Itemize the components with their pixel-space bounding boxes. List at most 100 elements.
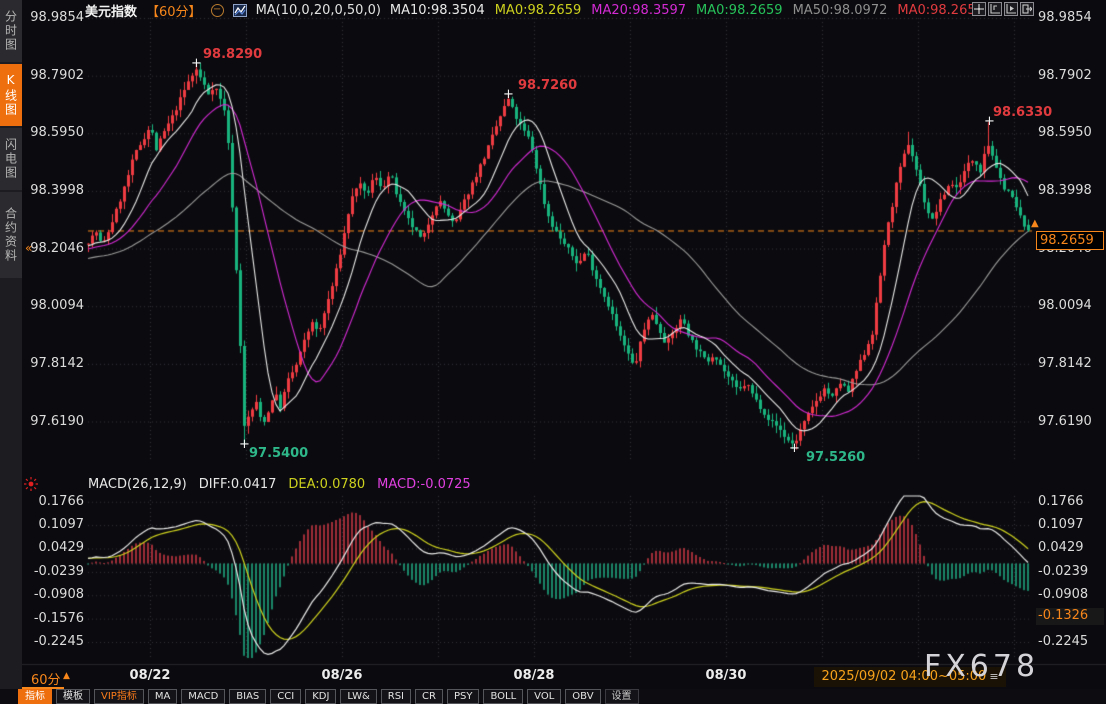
y-axis-label: 98.9854 (1038, 10, 1092, 25)
toolbar-button-CCI[interactable]: CCI (270, 689, 302, 704)
toolbar-button-BOLL[interactable]: BOLL (483, 689, 524, 704)
y-axis-label: 97.6190 (30, 413, 84, 429)
time-menu-icon: ≡ (989, 670, 999, 683)
sidebar-tab-2[interactable]: K线图 (0, 64, 22, 126)
ma-value: MA0:98.2659 (696, 2, 783, 18)
ma-value: MA0:98.2659 (897, 2, 984, 18)
sidebar-tab-4[interactable]: 合约资料 (0, 192, 22, 278)
ma-value: MA10:98.3504 (389, 2, 485, 18)
macd-macd-value: MACD:-0.0725 (377, 477, 471, 492)
macd-value-box: -0.1326 (1036, 608, 1104, 625)
x-axis-date-label: 08/26 (321, 668, 363, 683)
y-axis-label: -0.2245 (33, 634, 84, 650)
macd-dea-value: DEA:0.0780 (288, 477, 366, 492)
toolbar-button-VIP指标[interactable]: VIP指标 (94, 689, 144, 704)
period-label: 【60分】 (146, 4, 202, 20)
extreme-price-label: 97.5260 (806, 449, 866, 465)
sidebar-tab-3[interactable]: 闪电图 (0, 128, 22, 190)
toolbar-button-VOL[interactable]: VOL (527, 689, 562, 704)
y-axis-label: 0.1097 (1038, 517, 1084, 533)
y-axis-label: 98.7902 (30, 67, 84, 83)
sidebar-tab-1[interactable]: 分时图 (0, 0, 22, 62)
y-axis-label: -0.0239 (33, 563, 84, 579)
axis-play-icon[interactable] (1004, 2, 1018, 16)
collapse-minus-icon[interactable]: − (210, 3, 224, 17)
timeframe-selector[interactable]: 60分 (31, 673, 61, 688)
indicator-toolbar: 指标 模板 VIP指标 MA MACD BIAS CCI KDJ LW& RSI CR PSY BOLL… (0, 689, 1106, 704)
toolbar-button-指标[interactable]: 指标 (18, 689, 52, 704)
toolbar-button-PSY[interactable]: PSY (446, 689, 480, 704)
timeframe-arrow-icon[interactable]: ▲ (63, 671, 70, 681)
toolbar-button-LW&[interactable]: LW& (340, 689, 377, 704)
y-axis-label: 98.5950 (1038, 125, 1092, 141)
extreme-marker-icon: + (503, 86, 514, 102)
x-axis-date-label: 08/28 (513, 668, 555, 683)
ma-value: MA20:98.3597 (591, 2, 687, 18)
current-candle-time: 2025/09/02 04:00~05:00 ≡ (814, 667, 1006, 687)
toolbar-button-RSI[interactable]: RSI (380, 689, 412, 704)
extreme-marker-icon: + (239, 436, 250, 452)
chart-toolbar-icons (972, 2, 1034, 16)
extreme-price-label: 98.8290 (203, 47, 263, 63)
y-axis-label: 98.0094 (1038, 298, 1092, 314)
price-up-arrow-icon: ▲ (1031, 218, 1039, 229)
ma-value: MA50:98.0972 (792, 2, 888, 18)
y-axis-label: 0.1097 (38, 517, 85, 533)
extreme-marker-icon: + (789, 440, 800, 456)
watermark: FX678 (924, 649, 1040, 684)
toolbar-button-BIAS[interactable]: BIAS (229, 689, 267, 704)
ma-values: MA10:98.3504 MA0:98.2659 MA20:98.3597 MA0:9… (390, 3, 984, 18)
chart-header: 美元指数 【60分】 − MA(10,0,20,0,50,0) MA10:98.… (85, 2, 984, 20)
chart-type-icon[interactable] (232, 3, 247, 17)
x-axis-date-label: 08/30 (705, 668, 747, 683)
y-axis-label: 98.3998 (1038, 182, 1092, 198)
y-axis-label: 98.9854 (30, 10, 84, 25)
y-axis-label: -0.0908 (1038, 587, 1089, 603)
y-axis-label: -0.0908 (33, 587, 84, 603)
y-axis-label: 0.0429 (38, 540, 85, 556)
current-candle-time-text: 2025/09/02 04:00~05:00 (821, 669, 987, 684)
exit-chart-icon[interactable] (1020, 2, 1034, 16)
toolbar-button-MA[interactable]: MA (147, 689, 178, 704)
left-edge-price-marker: « (25, 241, 33, 255)
pan-icon[interactable] (972, 2, 986, 16)
y-axis-label: 97.6190 (1038, 413, 1092, 429)
ma-params: MA(10,0,20,0,50,0) (255, 2, 381, 18)
y-axis-label: 0.1766 (1038, 493, 1084, 509)
y-axis-label: 98.3998 (30, 182, 84, 198)
extreme-marker-icon: + (984, 114, 995, 130)
y-axis-label: 97.8142 (1038, 355, 1092, 371)
y-axis-label: 98.5950 (30, 125, 84, 141)
symbol-name: 美元指数 (85, 4, 138, 20)
toolbar-button-OBV[interactable]: OBV (565, 689, 601, 704)
macd-params: MACD(26,12,9) (88, 477, 187, 492)
macd-diff-value: DIFF:0.0417 (198, 477, 277, 492)
y-axis-label: 98.0094 (30, 298, 84, 314)
y-axis-label: 97.8142 (30, 355, 84, 371)
y-axis-label: -0.0239 (1038, 563, 1089, 579)
y-axis-label: 98.2046 (30, 240, 84, 256)
y-axis-label: 98.7902 (1038, 67, 1092, 83)
toolbar-button-设置[interactable]: 设置 (604, 689, 639, 704)
left-sidebar: 分时图 K线图 闪电图 合约资料 (0, 0, 22, 704)
y-axis-label: 0.0429 (1038, 540, 1084, 556)
extreme-price-label: 98.7260 (518, 77, 578, 93)
timeframe-underline (20, 687, 64, 689)
extreme-price-label: 97.5400 (249, 445, 309, 461)
current-price-box: 98.2659 (1036, 231, 1104, 250)
axis-zoom-icon[interactable] (988, 2, 1002, 16)
macd-header: MACD(26,12,9) DIFF:0.0417 DEA:0.0780 MAC… (88, 477, 471, 492)
indicator-settings-icon[interactable] (23, 476, 39, 496)
extreme-price-label: 98.6330 (993, 105, 1053, 121)
y-axis-label: -0.1576 (33, 610, 84, 626)
toolbar-button-MACD[interactable]: MACD (181, 689, 226, 704)
ma-value: MA0:98.2659 (494, 2, 582, 18)
toolbar-button-KDJ[interactable]: KDJ (305, 689, 337, 704)
toolbar-button-CR[interactable]: CR (415, 689, 443, 704)
extreme-marker-icon: + (191, 56, 202, 72)
y-axis-label: 0.1766 (38, 493, 85, 509)
y-axis-label: -0.2245 (1038, 634, 1089, 650)
toolbar-button-模板[interactable]: 模板 (56, 689, 90, 704)
